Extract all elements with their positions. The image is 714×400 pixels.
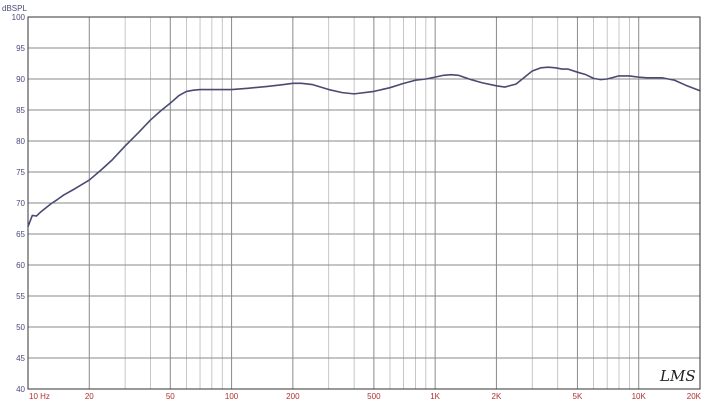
y-tick-label: 100 [12, 13, 26, 22]
x-tick-label: 5K [573, 392, 583, 400]
x-tick-label: 2K [492, 392, 502, 400]
y-tick-label: 95 [16, 44, 25, 53]
major-gridlines [28, 17, 700, 389]
y-tick-label: 50 [16, 323, 25, 332]
x-tick-label: 10 Hz [29, 392, 50, 400]
y-tick-label: 90 [16, 75, 25, 84]
x-tick-label: 200 [286, 392, 300, 400]
y-tick-label: 40 [16, 385, 25, 394]
x-axis-tick-labels: 10 Hz 20 50 100 200 500 1K 2K 5K 10K 20K [29, 392, 702, 400]
plot-frame [27, 16, 701, 390]
y-tick-label: 65 [16, 230, 25, 239]
response-curve [27, 66, 701, 228]
x-tick-label: 1K [430, 392, 440, 400]
y-tick-label: 60 [16, 261, 25, 270]
x-tick-label: 20K [687, 392, 702, 400]
y-tick-label: 80 [16, 137, 25, 146]
y-tick-label: 45 [16, 354, 25, 363]
lms-logo: LMS [659, 367, 696, 385]
y-tick-label: 55 [16, 292, 25, 301]
y-axis-tick-labels: 100 95 90 85 80 75 70 65 60 55 50 45 40 [12, 13, 26, 394]
x-tick-label: 100 [225, 392, 239, 400]
y-tick-label: 75 [16, 168, 25, 177]
y-tick-label: 70 [16, 199, 25, 208]
series-layer [27, 66, 701, 228]
y-tick-label: 85 [16, 106, 25, 115]
x-tick-label: 20 [85, 392, 94, 400]
y-axis-label: dBSPL [2, 4, 27, 13]
x-tick-label: 50 [166, 392, 175, 400]
x-tick-label: 10K [632, 392, 647, 400]
x-tick-label: 500 [367, 392, 381, 400]
